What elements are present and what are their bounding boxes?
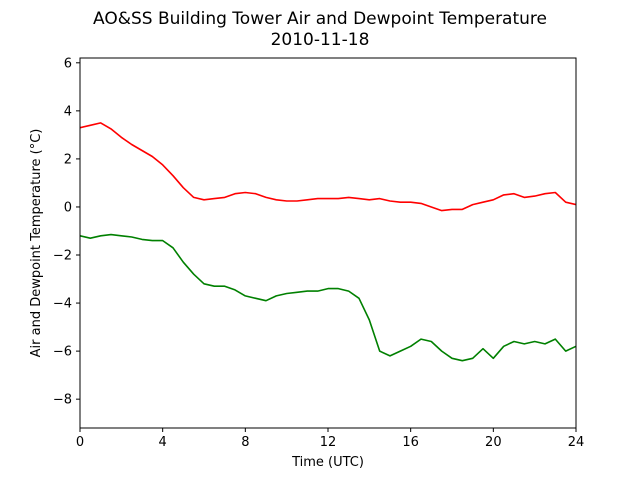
series-group — [80, 122, 576, 362]
x-tick-label: 4 — [159, 435, 167, 450]
x-tick-label: 12 — [320, 435, 337, 450]
series-line-1 — [80, 233, 576, 362]
y-axis-label: Air and Dewpoint Temperature (°C) — [29, 129, 44, 358]
series-line-0 — [80, 122, 576, 212]
x-tick-label: 16 — [402, 435, 419, 450]
chart-subtitle: 2010-11-18 — [271, 30, 370, 50]
x-tick-label: 0 — [76, 435, 84, 450]
y-axis: −8 −6 −4 −2 0 2 4 6 — [53, 56, 80, 408]
x-axis-label: Time (UTC) — [291, 455, 364, 470]
x-tick-label: 24 — [568, 435, 585, 450]
y-tick-label: 6 — [64, 56, 72, 71]
y-tick-label: −2 — [53, 249, 72, 264]
y-tick-label: 2 — [64, 152, 72, 167]
y-tick-label: −6 — [53, 345, 72, 360]
y-tick-label: 0 — [64, 200, 72, 215]
x-tick-label: 20 — [485, 435, 502, 450]
chart-title: AO&SS Building Tower Air and Dewpoint Te… — [93, 9, 547, 29]
y-tick-label: −8 — [53, 393, 72, 408]
y-tick-label: 4 — [64, 104, 72, 119]
y-tick-label: −4 — [53, 297, 72, 312]
x-tick-label: 8 — [241, 435, 249, 450]
x-axis: 0 4 8 12 16 20 24 — [76, 428, 584, 450]
